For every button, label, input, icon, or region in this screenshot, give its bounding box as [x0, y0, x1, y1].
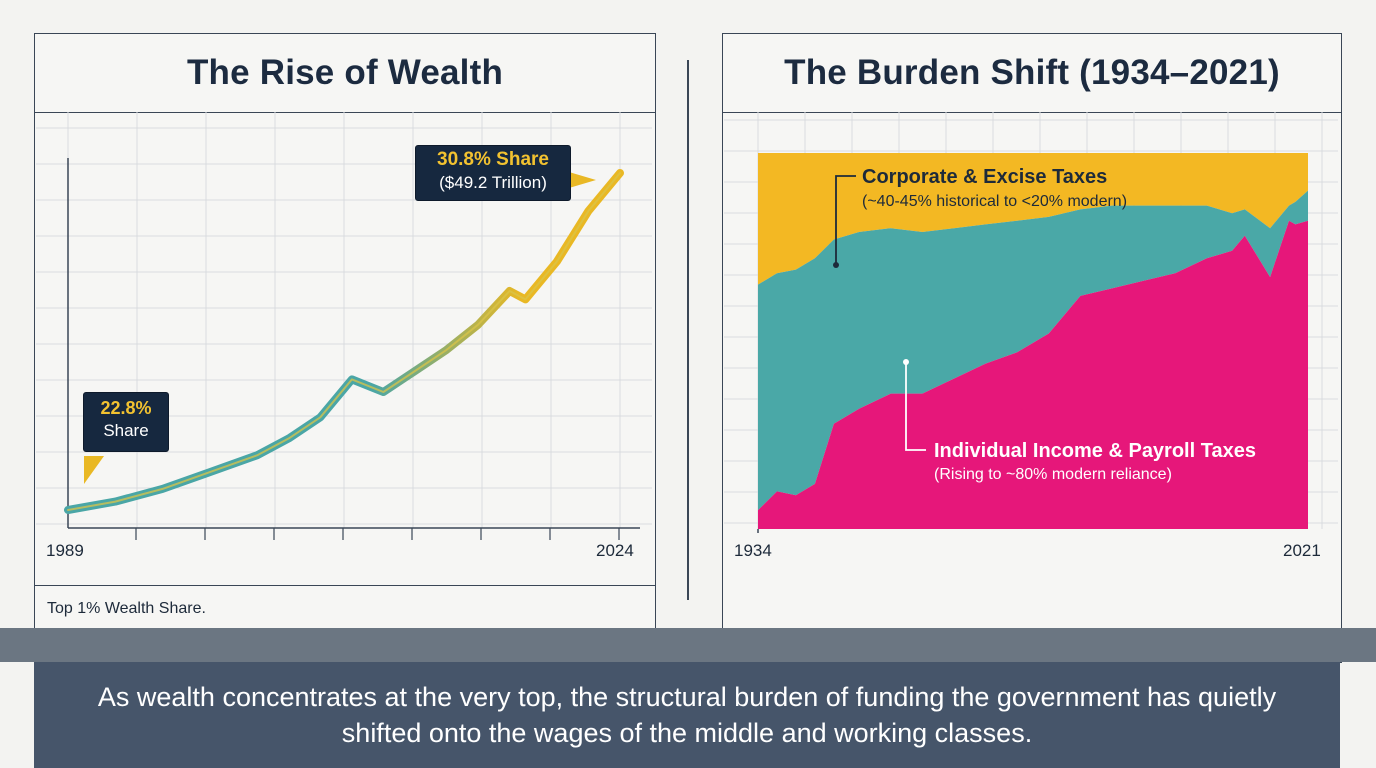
summary-banner: As wealth concentrates at the very top, …: [34, 662, 1340, 768]
callout-end-pointer: [569, 172, 596, 188]
individual-leader-dot: [903, 359, 909, 365]
left-title-box: The Rise of Wealth: [35, 34, 655, 113]
left-chart-panel: The Rise of Wealth Top 1% Wealth Share.: [34, 33, 656, 663]
left-footnote-box: Top 1% Wealth Share.: [35, 585, 655, 662]
individual-leader-line: [905, 362, 926, 451]
bottom-band: [0, 628, 1376, 662]
individual-payroll-area: [758, 220, 1308, 529]
left-x-end-label: 2024: [596, 541, 634, 560]
right-x-end-label: 2021: [1283, 541, 1321, 560]
other-revenue-area: [758, 190, 1308, 511]
callout-start-sub: Share: [103, 421, 149, 440]
callout-end-main: 30.8% Share: [437, 149, 549, 170]
corporate-leader-dot: [833, 262, 839, 268]
right-chart-title: The Burden Shift (1934–2021): [784, 53, 1280, 92]
corporate-annotation-sub: (~40-45% historical to <20% modern): [862, 193, 1128, 210]
right-x-start-label: 1934: [734, 541, 772, 560]
individual-annotation-title: Individual Income & Payroll Taxes: [934, 440, 1256, 462]
left-x-start-label: 1989: [46, 541, 84, 560]
panel-divider: [687, 60, 689, 600]
right-title-box: The Burden Shift (1934–2021): [723, 34, 1341, 113]
callout-end-sub: ($49.2 Trillion): [439, 173, 547, 192]
corporate-annotation-title: Corporate & Excise Taxes: [862, 166, 1108, 188]
wealth-share-line-highlight: [67, 172, 621, 511]
summary-text: As wealth concentrates at the very top, …: [97, 682, 1277, 748]
individual-annotation-sub: (Rising to ~80% modern reliance): [934, 466, 1172, 483]
corporate-excise-area: [758, 153, 1308, 285]
callout-start-pointer: [84, 456, 104, 484]
left-footnote: Top 1% Wealth Share.: [47, 600, 206, 617]
corporate-leader-line: [835, 175, 856, 265]
callout-start-value: 22.8% Share: [83, 392, 169, 452]
callout-end-value: 30.8% Share ($49.2 Trillion): [415, 145, 571, 201]
left-chart-title: The Rise of Wealth: [186, 53, 504, 92]
callout-start-main: 22.8%: [100, 398, 152, 418]
